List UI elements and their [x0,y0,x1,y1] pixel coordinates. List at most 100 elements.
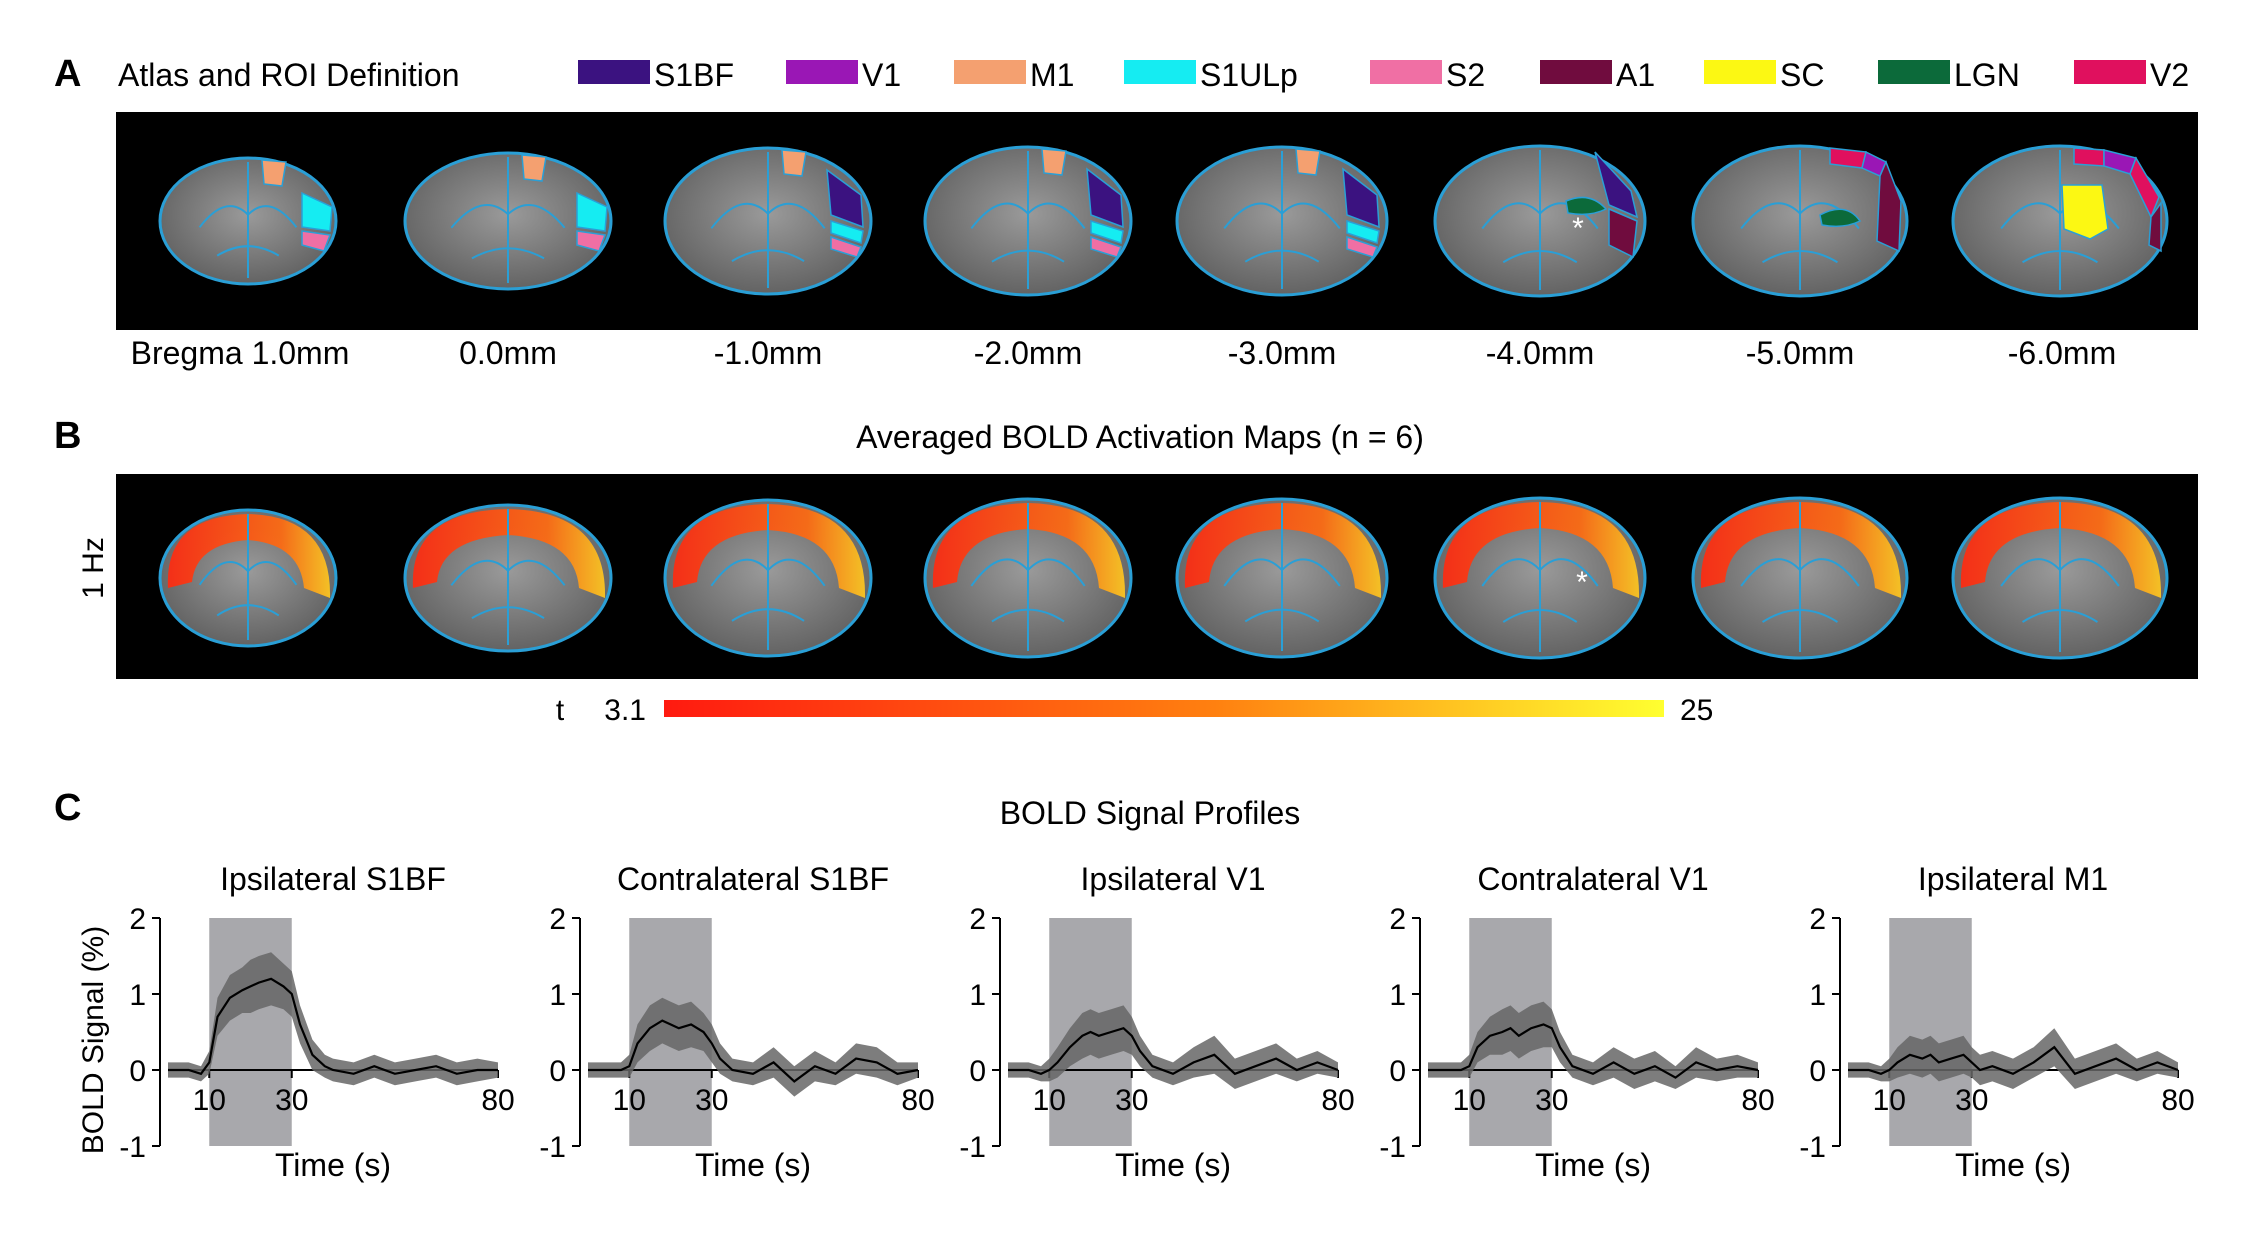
activation-overlay [932,503,1126,598]
sem-band [1008,1005,1338,1089]
legend-swatch-v1 [786,60,858,84]
roi-s1bf [826,168,864,229]
y-tick-label: 0 [129,1055,146,1088]
roi-s1ulp [576,191,608,232]
x-tick-label: 80 [1321,1084,1354,1117]
legend-label-m1: M1 [1030,57,1074,93]
subcortical-outline [991,249,1065,263]
panel-a-title: Atlas and ROI Definition [118,57,460,93]
legend-label-sc: SC [1780,57,1824,93]
legend-label-s2: S2 [1446,57,1485,93]
roi-lgn [1565,196,1608,216]
roi-s1bf [1342,167,1380,229]
y-tick-label: 1 [1389,979,1406,1012]
activation-slice-1 [158,508,338,648]
activation-slice-8 [1951,496,2169,660]
legend-label-s1bf: S1BF [654,57,734,93]
legend-swatch-a1 [1540,60,1612,84]
mean-signal-line [588,1019,919,1083]
bregma-labels: Bregma 1.0mm 0.0mm -1.0mm -2.0mm -3.0mm -4.0m… [131,335,2117,371]
legend-swatch-s2 [1370,60,1442,84]
subcortical-outline [731,249,805,263]
legend-swatch-s1bf [578,60,650,84]
subcortical-outline [2022,609,2098,623]
atlas-asterisk: * [1572,212,1584,245]
stimulus-window [209,918,292,1146]
activation-slice-3 [663,498,873,658]
inner-structure-outline [1481,558,1599,587]
activation-overlay [412,509,606,598]
bregma-label-1: Bregma 1.0mm [131,335,350,371]
activation-overlay [1960,502,2162,598]
roi-a1 [1876,160,1902,253]
roi-sc [2061,184,2109,240]
x-tick-label: 30 [1955,1084,1988,1117]
subcortical-outline [2022,250,2098,264]
y-tick-label: 2 [1389,903,1406,936]
roi-v2 [2073,147,2105,167]
inner-structure-outline [970,202,1086,230]
mean-signal-line [1008,1026,1339,1076]
legend-label-v1: V1 [862,57,901,93]
y-tick-label: 2 [969,903,986,936]
atlas-slice-5 [1175,145,1389,297]
roi-s1bf [1086,167,1124,229]
inner-structure-outline [2000,558,2120,587]
roi-s1ulp [1346,219,1380,244]
sem-band [1848,1028,2178,1089]
y-tick-label: 1 [549,979,566,1012]
roi-s2 [301,230,332,252]
activation-slice-2 [403,503,613,653]
subcortical-outline [1244,249,1320,263]
subcortical-outline [471,247,545,260]
activation-overlay [167,514,331,598]
x-axis-label: Time (s) [695,1147,811,1183]
frequency-row-label: 1 Hz [77,537,110,599]
y-tick-label: 1 [1809,979,1826,1012]
plot-title: Ipsilateral V1 [1081,861,1266,897]
colorbar-min: 3.1 [604,694,646,727]
plot-title: Contralateral S1BF [617,861,889,897]
x-tick-label: 30 [275,1084,308,1117]
roi-v2 [1829,147,1867,169]
legend-swatch-s1ulp [1124,60,1196,84]
subcortical-outline [216,604,280,617]
x-axis-label: Time (s) [1115,1147,1231,1183]
y-tick-label: -1 [1799,1131,1826,1164]
roi-s2 [1090,235,1122,258]
inner-structure-outline [1223,558,1341,587]
bregma-label-4: -2.0mm [974,335,1082,371]
x-tick-label: 10 [1873,1084,1906,1117]
inner-structure-outline [198,561,298,586]
activation-slice-7 [1691,496,1909,660]
subcortical-outline [1502,609,1578,623]
activation-overlay [1442,502,1640,598]
plot-title: Ipsilateral M1 [1918,861,2108,897]
y-tick-label: 2 [129,903,146,936]
activation-slice-5 [1175,497,1389,659]
subcortical-outline [1762,609,1838,623]
roi-s2 [576,230,607,252]
activation-slice-6 [1433,496,1647,660]
panel-a-letter: A [54,53,81,95]
subcortical-outline [1244,608,1320,623]
mean-signal-line [1848,1045,2179,1076]
legend-swatch-m1 [954,60,1026,84]
roi-m1 [1041,148,1067,176]
activation-slices [158,496,2169,660]
roi-m1 [521,154,547,182]
inner-structure-outline [970,558,1086,587]
legend-label-s1ulp: S1ULp [1200,57,1298,93]
roi-m1 [261,159,287,187]
atlas-slice-6 [1433,144,1647,298]
inner-structure-outline [710,202,826,229]
sem-band [588,997,918,1097]
atlas-slice-3 [663,146,873,296]
inner-structure-outline [1740,558,1860,587]
x-tick-label: 80 [901,1084,934,1117]
x-axis-label: Time (s) [275,1147,391,1183]
x-axis-label: Time (s) [1535,1147,1651,1183]
